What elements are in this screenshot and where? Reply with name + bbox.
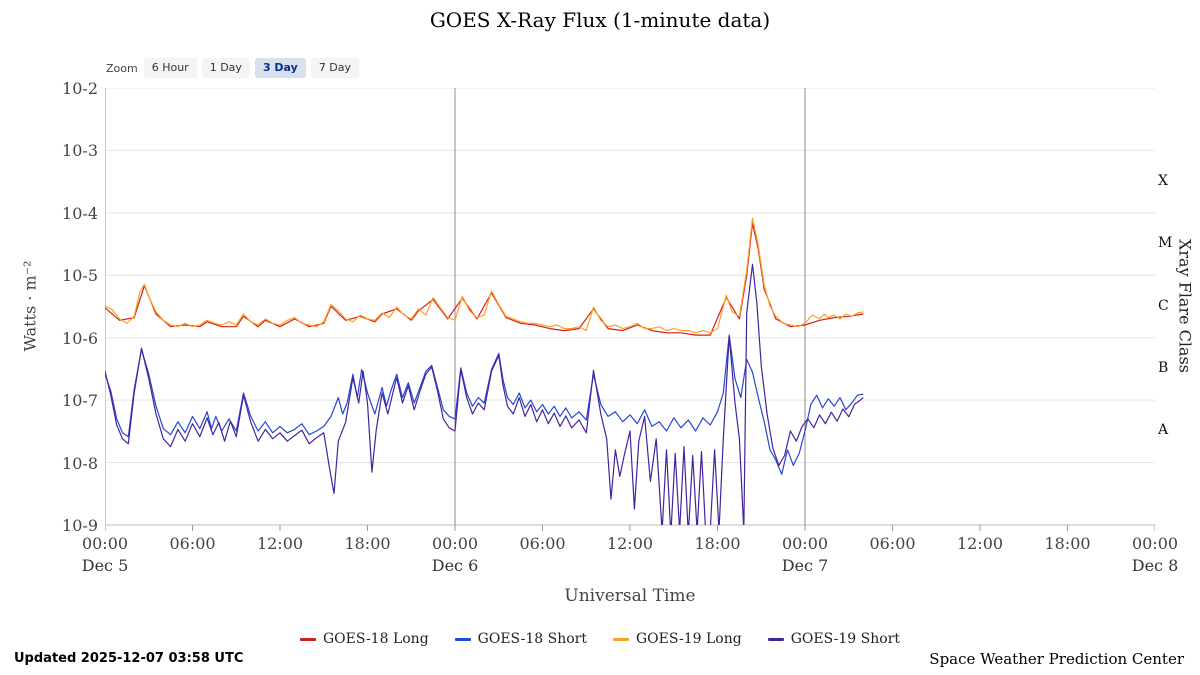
x-axis-tick-label: 00:00 (781, 534, 829, 553)
updated-timestamp: Updated 2025-12-07 03:58 UTC (14, 651, 244, 666)
zoom-button-3-day[interactable]: 3 Day (254, 58, 306, 78)
legend-marker (767, 637, 784, 641)
x-axis-title: Universal Time (564, 586, 696, 606)
x-axis-tick-label: 00:00 (431, 534, 479, 553)
x-axis-day-label: Dec 7 (781, 556, 829, 575)
zoom-button-7-day[interactable]: 7 Day (310, 58, 360, 78)
zoom-button-6-hour[interactable]: 6 Hour (143, 58, 197, 78)
legend-item-goes-18-short[interactable]: GOES-18 Short (454, 631, 587, 647)
x-axis-tick-label: 18:00 (1044, 534, 1091, 553)
series-path-goes-18-short (105, 334, 864, 475)
legend-label: GOES-19 Long (636, 631, 742, 647)
flare-class-label-m: M (1158, 235, 1173, 252)
xray-flux-chart[interactable] (104, 87, 1156, 533)
legend-marker (454, 637, 471, 641)
x-axis-tick-label: 00:00 (1131, 534, 1179, 553)
legend-item-goes-18-long[interactable]: GOES-18 Long (299, 631, 429, 647)
legend-label: GOES-18 Long (322, 631, 429, 647)
x-axis-tick-label: 06:00 (519, 534, 566, 553)
zoom-label: Zoom (106, 61, 138, 75)
x-axis-tick-label: 12:00 (256, 534, 304, 553)
x-axis-day-label: Dec 8 (1131, 556, 1179, 575)
x-axis-day-label: Dec 6 (431, 556, 479, 575)
legend-label: GOES-19 Short (790, 631, 901, 647)
legend-item-goes-19-short[interactable]: GOES-19 Short (767, 631, 901, 647)
flare-class-label-x: X (1158, 172, 1168, 189)
x-axis-tick-label: 06:00 (169, 534, 216, 553)
zoom-controls: Zoom 6 Hour 1 Day 3 Day 7 Day (106, 58, 360, 78)
legend-marker (613, 637, 629, 641)
legend-label: GOES-18 Short (477, 631, 587, 647)
series-path-goes-19-short (105, 263, 864, 525)
y-axis-tick-label: 10-3 (62, 141, 98, 161)
x-axis-tick-label: 18:00 (694, 534, 741, 553)
y-axis-tick-label: 10-5 (62, 266, 98, 286)
plot-area[interactable] (104, 87, 1156, 533)
x-axis-tick-label: 12:00 (606, 534, 654, 553)
y-axis-tick-label: 10-9 (62, 516, 98, 535)
x-axis-day-label: Dec 5 (81, 556, 129, 575)
zoom-button-1-day[interactable]: 1 Day (201, 58, 250, 78)
page-title: GOES X-Ray Flux (1-minute data) (429, 8, 771, 32)
y-axis-tick-label: 10-4 (62, 203, 98, 223)
legend-marker (299, 637, 316, 641)
flare-class-label-c: C (1158, 297, 1169, 314)
legend-item-goes-19-long[interactable]: GOES-19 Long (613, 631, 742, 647)
x-axis-tick-label: 00:00 (81, 534, 129, 553)
y-axis-tick-label: 10-8 (62, 453, 98, 473)
y-axis-tick-label: 10-7 (62, 391, 98, 411)
legend: GOES-18 Long GOES-18 Short GOES-19 Long GOE… (0, 631, 1200, 647)
x-axis-tick-label: 12:00 (956, 534, 1004, 553)
credit-text: Space Weather Prediction Center (929, 650, 1184, 668)
y-axis-tick-label: 10-2 (62, 79, 98, 98)
flare-class-label-b: B (1158, 359, 1169, 376)
series-path-goes-19-long (105, 217, 864, 334)
flare-class-label-a: A (1158, 422, 1169, 439)
zoom-button-group: 6 Hour 1 Day 3 Day 7 Day (143, 58, 360, 78)
x-axis-tick-label: 06:00 (869, 534, 916, 553)
x-axis-tick-label: 18:00 (344, 534, 391, 553)
y-axis-tick-label: 10-6 (62, 328, 98, 348)
